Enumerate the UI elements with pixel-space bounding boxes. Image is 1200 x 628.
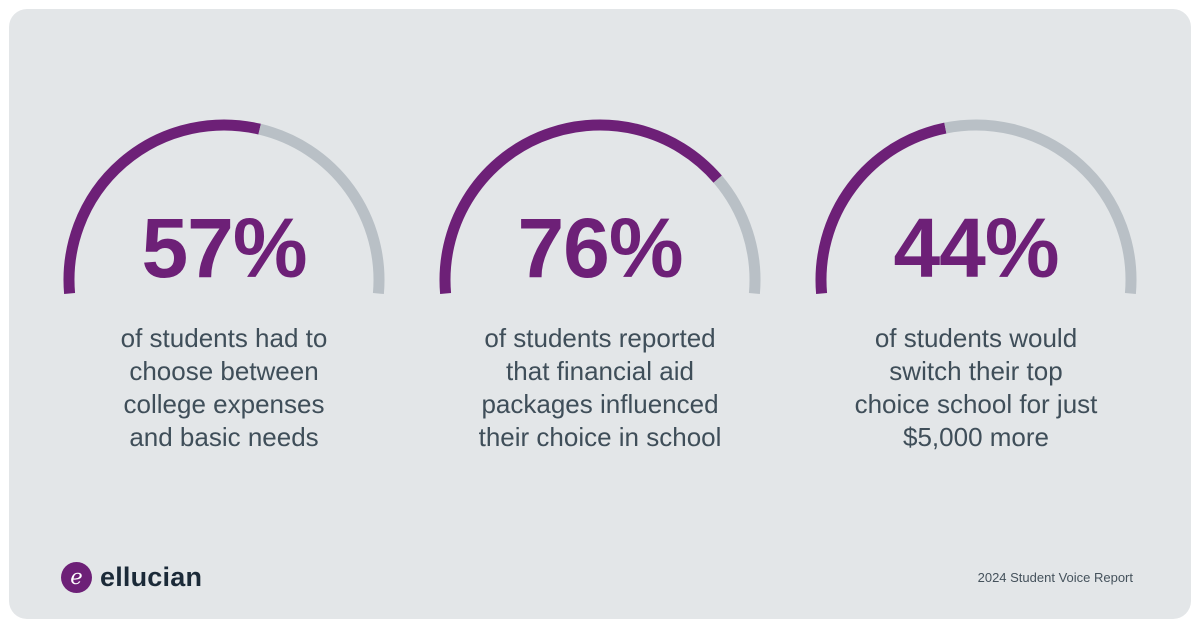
stats-row: 57% of students had to choose between co…	[9, 112, 1191, 454]
stat-gauge-2: 76% of students reported that financial …	[412, 112, 788, 454]
gauge-caption-1: of students had to choose between colleg…	[120, 323, 328, 452]
gauge-value-2: 76%	[517, 201, 683, 295]
stat-gauge-3: 44% of students would switch their top c…	[788, 112, 1164, 454]
gauge-2: 76%	[420, 112, 780, 312]
ellucian-logo-icon: e	[61, 562, 92, 593]
gauge-caption-3: of students would switch their top choic…	[854, 323, 1098, 452]
gauge-track-arc	[944, 119, 1137, 294]
gauge-value-3: 44%	[893, 201, 1059, 295]
gauge-1: 57%	[44, 112, 404, 312]
brand-name: ellucian	[100, 562, 203, 592]
infographic-card: 57% of students had to choose between co…	[9, 9, 1191, 619]
gauge-value-arc	[439, 119, 722, 294]
stat-gauge-1: 57% of students had to choose between co…	[36, 112, 412, 454]
gauge-track-arc	[713, 175, 761, 294]
gauge-value-arc	[815, 122, 947, 294]
gauge-track-arc	[258, 123, 385, 294]
gauge-arc-1	[63, 119, 385, 294]
gauge-caption-2: of students reported that financial aid …	[478, 323, 722, 452]
gauge-value-1: 57%	[141, 201, 307, 295]
gauge-arc-2	[439, 119, 761, 294]
report-label: 2024 Student Voice Report	[977, 570, 1133, 585]
gauge-value-arc	[63, 119, 261, 294]
brand-lockup: e ellucian	[61, 562, 202, 593]
gauge-arc-3	[815, 119, 1137, 294]
gauge-3: 44%	[796, 112, 1156, 312]
svg-text:e: e	[70, 565, 82, 589]
